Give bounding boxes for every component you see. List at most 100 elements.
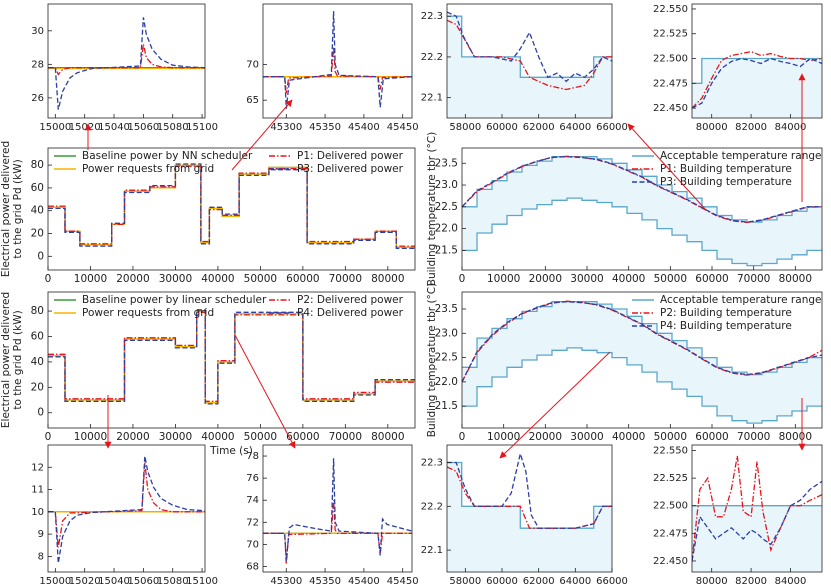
x-tick-label: 15040 <box>98 122 130 133</box>
plot-area <box>692 50 822 118</box>
range-fill <box>447 462 612 572</box>
x-tick-label: 20000 <box>116 273 149 285</box>
x-tick-label: 50000 <box>654 431 687 443</box>
y-tick-label: 20 <box>31 381 44 393</box>
x-axis-label: Time (s) <box>209 445 253 457</box>
x-tick-label: 58000 <box>449 576 481 587</box>
legend-label: P1: Building temperature <box>660 163 792 175</box>
x-tick-label: 70000 <box>329 273 362 285</box>
series-line <box>447 451 612 529</box>
range-fill <box>447 16 612 118</box>
x-tick-label: 82000 <box>735 576 767 587</box>
y-tick-label: 65 <box>246 95 259 106</box>
y-tick-label: 22.475 <box>653 78 688 89</box>
x-tick-label: 40000 <box>201 273 234 285</box>
series-line <box>447 15 612 78</box>
y-tick-label: 12 <box>31 462 44 473</box>
x-tick-label: 15040 <box>98 576 130 587</box>
legend-label: P3: Building temperature <box>660 176 792 188</box>
x-tick-label: 80000 <box>779 273 812 285</box>
legend-label: P3: Delivered power <box>297 163 404 175</box>
x-tick-label: 50000 <box>244 431 277 443</box>
series-line <box>447 19 612 91</box>
x-tick-label: 15000 <box>39 122 71 133</box>
x-tick-label: 45400 <box>348 122 380 133</box>
range-fill <box>692 58 822 118</box>
x-tick-label: 45400 <box>348 576 380 587</box>
x-tick-label: 60000 <box>486 122 518 133</box>
y-tick-label: 22.450 <box>653 103 688 114</box>
x-tick-label: 45450 <box>387 576 419 587</box>
y-tick-label: 20 <box>31 228 44 240</box>
y-tick-label: 22.3 <box>421 11 443 22</box>
y-tick-label: 9 <box>38 529 44 540</box>
y-axis-label: to the grid Pd (kW) <box>12 310 24 409</box>
y-axis-label: Building temperature tbr (°C) <box>426 283 438 437</box>
y-tick-label: 80 <box>31 159 44 171</box>
y-axis-label: Building temperature tbr (°C) <box>426 132 438 286</box>
x-tick-label: 80000 <box>696 122 728 133</box>
y-tick-label: 72 <box>246 517 259 528</box>
frame <box>461 147 823 271</box>
x-tick-label: 0 <box>459 431 466 443</box>
plot-area <box>263 11 412 109</box>
x-tick-label: 70000 <box>737 431 770 443</box>
y-tick-label: 74 <box>246 495 259 506</box>
x-tick-label: 30000 <box>570 273 603 285</box>
legend-label: P4: Delivered power <box>297 307 404 319</box>
series-line <box>692 455 822 562</box>
x-tick-label: 30000 <box>159 431 192 443</box>
x-tick-label: 15080 <box>157 122 189 133</box>
y-tick-label: 22.500 <box>653 501 688 512</box>
series-line <box>48 163 415 249</box>
x-tick-label: 60000 <box>695 273 728 285</box>
x-tick-label: 20000 <box>529 431 562 443</box>
x-tick-label: 80000 <box>779 431 812 443</box>
frame <box>262 444 413 573</box>
legend-label: P4: Building temperature <box>660 320 792 332</box>
y-tick-label: 28 <box>31 59 44 70</box>
legend-label: Baseline power by NN scheduler <box>82 150 253 162</box>
x-tick-label: 84000 <box>775 576 807 587</box>
legend-label: Baseline power by linear scheduler <box>82 294 267 306</box>
x-tick-label: 60000 <box>695 431 728 443</box>
x-tick-label: 20000 <box>116 431 149 443</box>
panel: 45300 45350 45400 45450 68 70 72 74 76 78 <box>246 444 419 587</box>
x-tick-label: 60000 <box>486 576 518 587</box>
series-line <box>48 309 415 405</box>
legend-label: P2: Delivered power <box>297 294 404 306</box>
y-tick-label: 22.2 <box>421 501 443 512</box>
panel: 58000 60000 62000 64000 66000 22.1 22.2 22.3 <box>421 444 628 587</box>
series-line <box>48 462 205 548</box>
zoom-arrows <box>84 73 806 459</box>
x-tick-label: 40000 <box>612 273 645 285</box>
plot-area <box>48 309 415 405</box>
x-tick-label: 15060 <box>127 576 159 587</box>
x-tick-label: 80000 <box>696 576 728 587</box>
x-tick-label: 70000 <box>737 273 770 285</box>
legend-label: Acceptable temperature range <box>660 150 821 162</box>
y-tick-label: 68 <box>246 561 259 572</box>
x-tick-label: 80000 <box>371 431 404 443</box>
series-line <box>48 165 415 247</box>
frame <box>47 291 416 429</box>
y-tick-label: 23.5 <box>435 157 458 169</box>
y-tick-label: 22.525 <box>653 473 688 484</box>
y-tick-label: 76 <box>246 473 259 484</box>
x-tick-label: 45350 <box>309 122 341 133</box>
x-tick-label: 15100 <box>186 576 218 587</box>
x-tick-label: 0 <box>45 273 52 285</box>
panel: 80000 82000 84000 22.450 22.475 22.500 22.525 2… <box>653 444 823 587</box>
y-tick-label: 11 <box>31 485 44 496</box>
frame <box>691 444 823 573</box>
x-tick-label: 62000 <box>523 576 555 587</box>
arrow <box>231 99 293 171</box>
y-tick-label: 70 <box>246 60 259 71</box>
x-tick-label: 45300 <box>270 122 302 133</box>
x-tick-label: 50000 <box>654 273 687 285</box>
series-line <box>48 310 415 404</box>
x-tick-label: 30000 <box>570 431 603 443</box>
panel: 0 10000 20000 30000 40000 50000 60000 70000 8000… <box>0 291 416 457</box>
arrow <box>234 334 296 449</box>
